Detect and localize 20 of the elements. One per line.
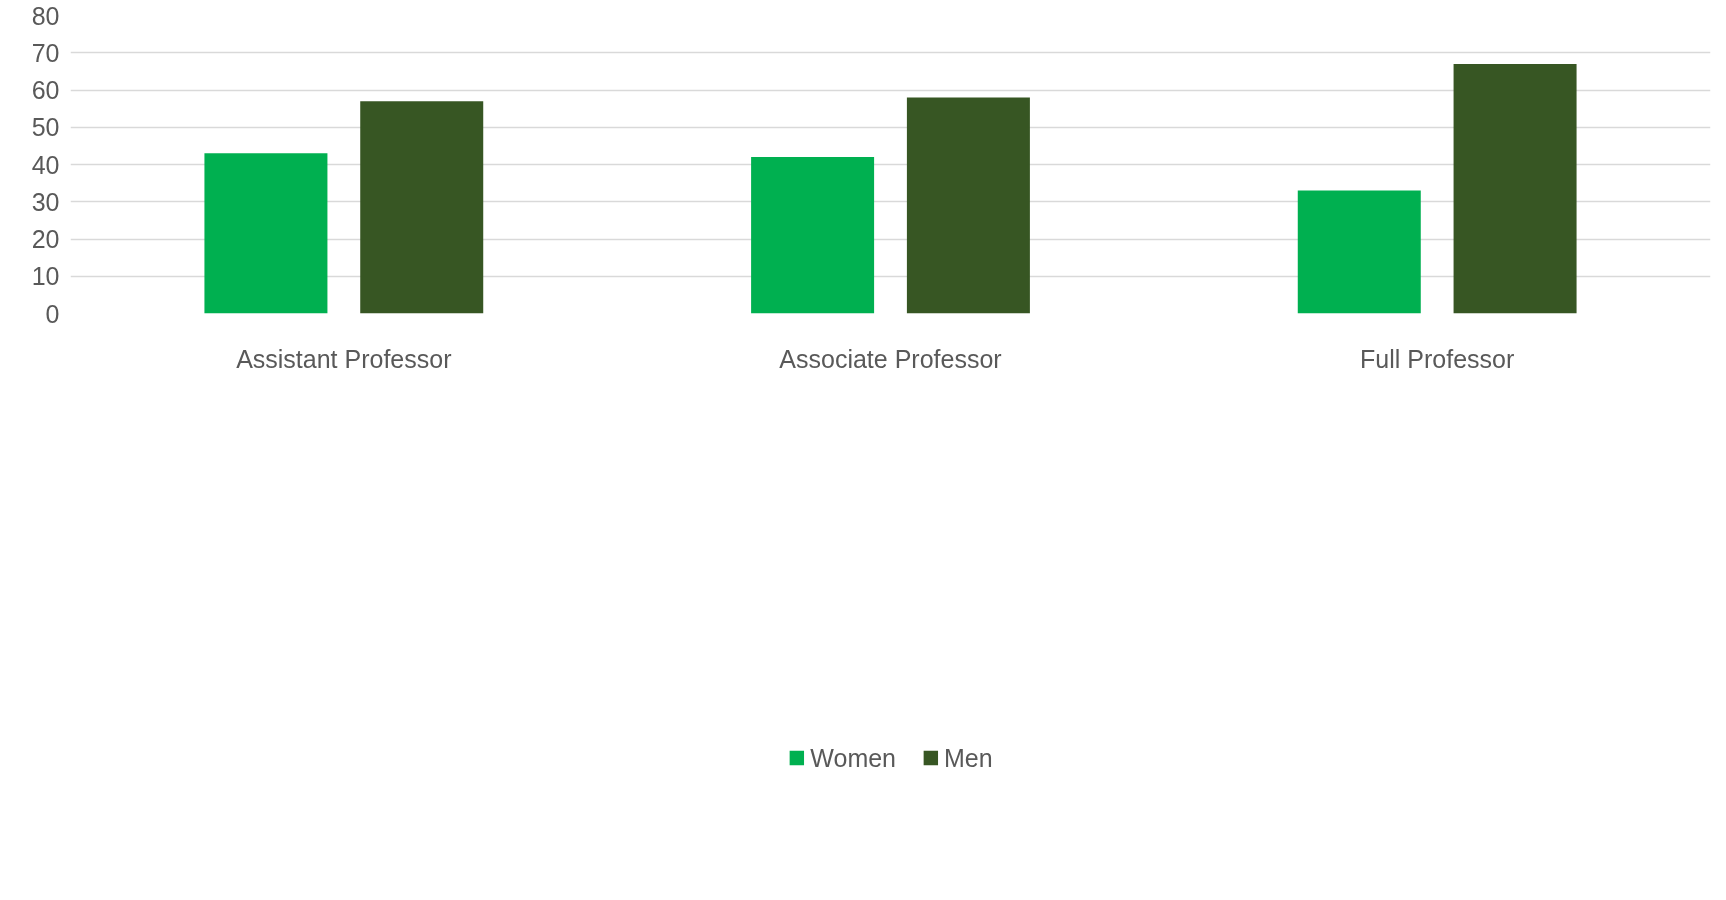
bar bbox=[1297, 190, 1421, 314]
x-tick-label: Associate Professor bbox=[779, 344, 1002, 373]
y-tick-label: 20 bbox=[31, 225, 60, 253]
legend-label: Men bbox=[944, 743, 993, 773]
y-tick-label: 10 bbox=[31, 262, 60, 291]
x-tick-label: Assistant Professor bbox=[236, 344, 452, 373]
x-tick-label: Full Professor bbox=[1360, 344, 1515, 373]
bar bbox=[1453, 63, 1577, 314]
y-tick-label: 0 bbox=[45, 299, 60, 328]
y-tick-label: 70 bbox=[31, 38, 60, 67]
y-tick-label: 60 bbox=[31, 76, 60, 104]
bar bbox=[360, 101, 484, 314]
bar bbox=[906, 97, 1030, 314]
bar bbox=[204, 153, 328, 314]
y-tick-label: 50 bbox=[31, 113, 60, 142]
y-tick-label: 80 bbox=[31, 1, 60, 30]
legend-label: Women bbox=[810, 743, 897, 773]
bar bbox=[751, 157, 875, 314]
y-tick-label: 40 bbox=[31, 150, 60, 179]
y-tick-label: 30 bbox=[31, 187, 60, 216]
